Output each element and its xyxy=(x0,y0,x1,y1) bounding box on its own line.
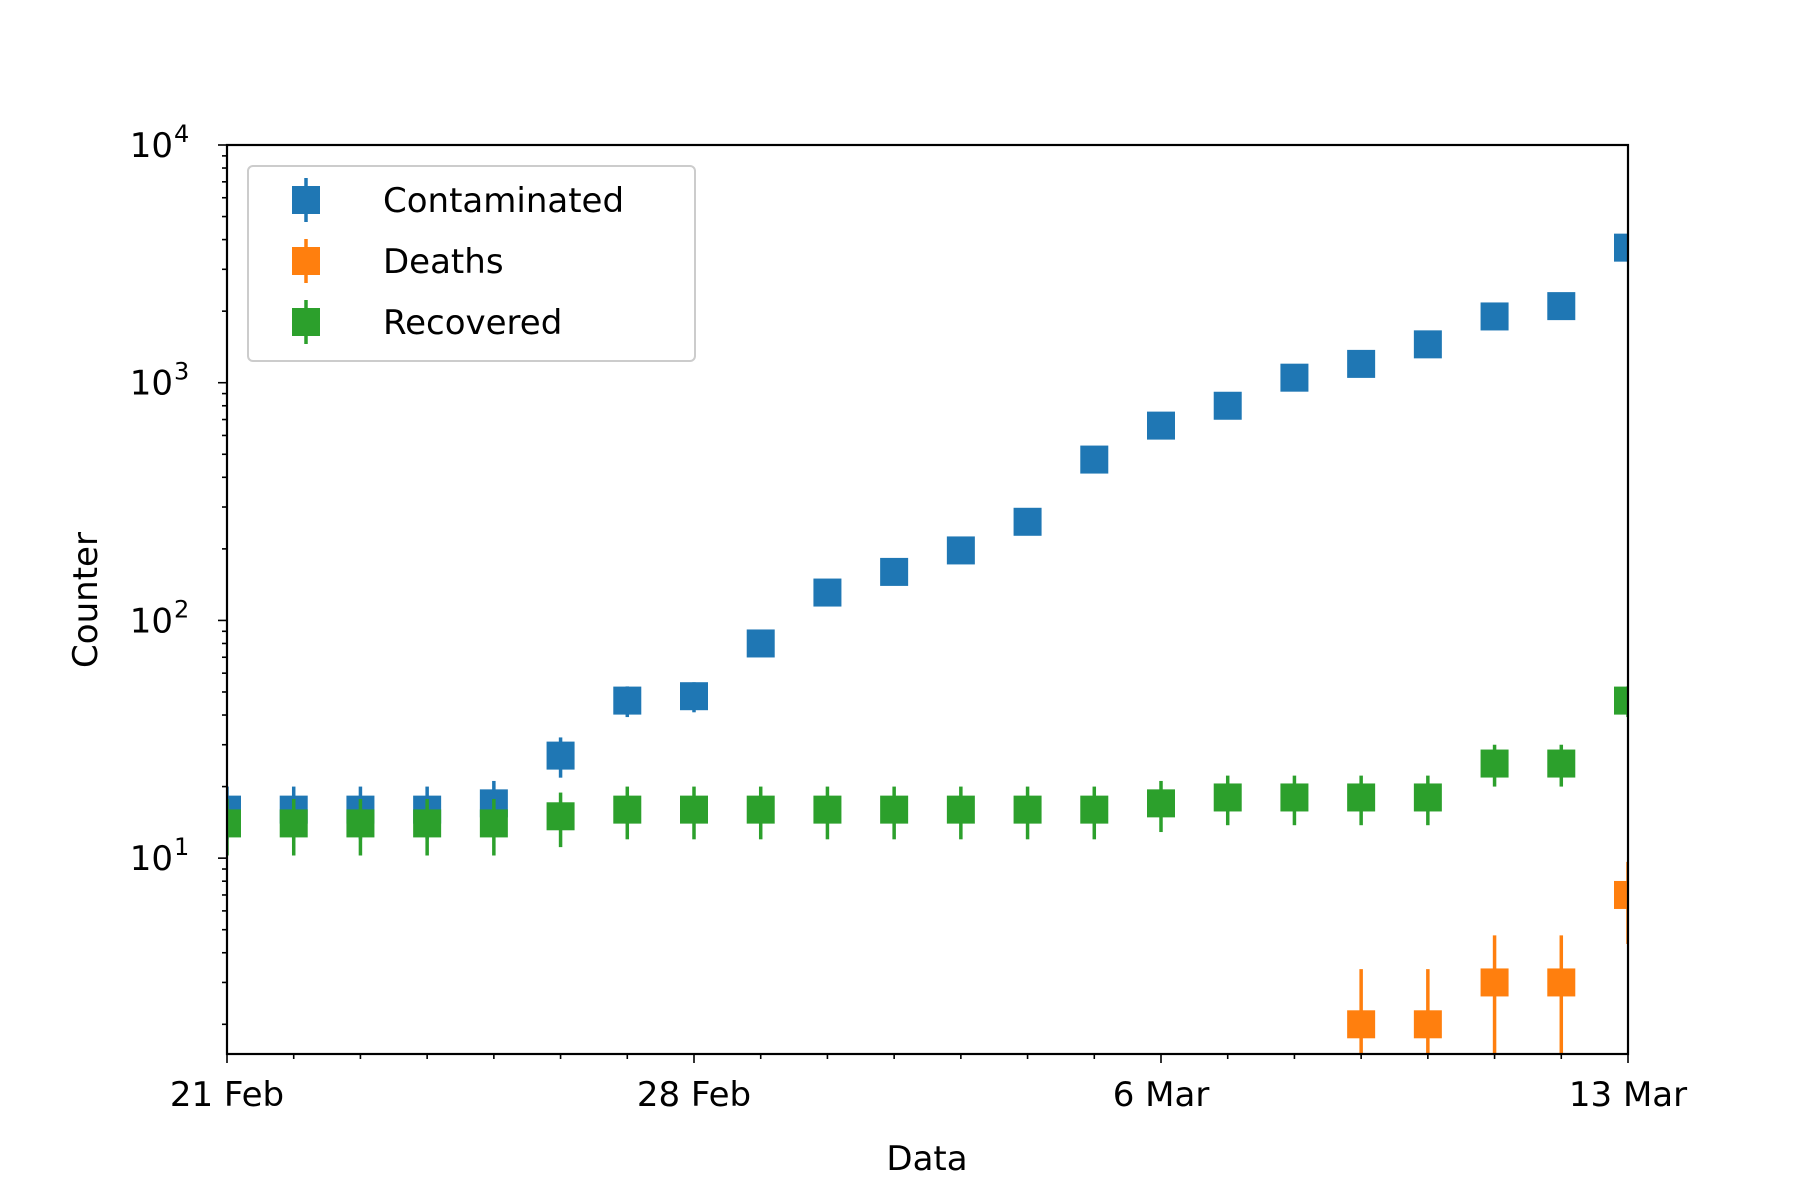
recovered-point xyxy=(880,795,909,824)
y-tick-label: 10 xyxy=(130,839,173,879)
contaminated-point xyxy=(1347,349,1376,378)
x-tick-label: 28 Feb xyxy=(637,1075,751,1115)
recovered-point xyxy=(413,809,442,838)
legend-recovered-marker xyxy=(292,308,320,336)
deaths-point xyxy=(1480,968,1509,997)
y-tick-label: 10 xyxy=(130,364,173,404)
y-tick-exponent: 4 xyxy=(174,120,189,148)
recovered-point xyxy=(1614,686,1628,715)
recovered-point xyxy=(613,795,642,824)
y-tick-label: 10 xyxy=(130,601,173,641)
recovered-point xyxy=(227,809,241,838)
contaminated-point xyxy=(1614,233,1628,262)
recovered-point xyxy=(546,802,575,831)
contaminated-point xyxy=(1413,330,1442,359)
recovered-point xyxy=(1213,783,1242,812)
deaths-point xyxy=(1413,1010,1442,1039)
contaminated-point xyxy=(1147,411,1175,440)
y-tick-base: 10 xyxy=(130,839,173,879)
legend: Contaminated Deaths Recovered xyxy=(247,165,696,362)
plot-frame xyxy=(225,143,1630,1056)
y-tick-exponent: 1 xyxy=(174,833,189,861)
recovered-point xyxy=(1013,795,1042,824)
contaminated-point xyxy=(613,686,642,715)
contaminated-point xyxy=(813,578,842,607)
x-tick-label: 13 Mar xyxy=(1569,1075,1687,1115)
contaminated-point xyxy=(1547,292,1576,321)
contaminated-point xyxy=(1480,302,1509,331)
contaminated-point xyxy=(1213,391,1242,420)
recovered-point xyxy=(813,795,842,824)
contaminated-point xyxy=(1280,363,1309,392)
deaths-point xyxy=(1614,880,1628,909)
contaminated-point xyxy=(1080,445,1109,474)
x-tick-label: 21 Feb xyxy=(170,1075,284,1115)
x-tick-label: 6 Mar xyxy=(1113,1075,1210,1115)
recovered-point xyxy=(946,795,975,824)
recovered-point xyxy=(346,809,375,838)
series-recovered xyxy=(227,686,1628,856)
y-tick-base: 10 xyxy=(130,601,173,641)
contaminated-point xyxy=(546,741,575,770)
recovered-point xyxy=(746,795,775,824)
series-deaths xyxy=(1347,861,1628,1054)
legend-contaminated-marker xyxy=(292,186,320,214)
contaminated-point xyxy=(880,557,909,586)
deaths-point xyxy=(1347,1010,1376,1039)
legend-recovered-label: Recovered xyxy=(383,303,562,343)
legend-deaths-marker xyxy=(292,247,320,275)
recovered-point xyxy=(1480,749,1509,778)
y-tick-exponent: 3 xyxy=(174,358,189,386)
recovered-point xyxy=(1413,783,1442,812)
contaminated-point xyxy=(746,629,775,658)
recovered-point xyxy=(1347,783,1376,812)
contaminated-point xyxy=(946,536,975,565)
legend-box xyxy=(247,165,696,362)
legend-contaminated-label: Contaminated xyxy=(383,181,624,221)
contaminated-point xyxy=(680,682,708,711)
y-tick-base: 10 xyxy=(130,126,173,166)
deaths-point xyxy=(1547,968,1576,997)
recovered-point xyxy=(1547,749,1576,778)
data-layer xyxy=(227,233,1628,1054)
recovered-point xyxy=(279,809,308,838)
legend-deaths-label: Deaths xyxy=(383,242,504,282)
recovered-point xyxy=(1280,783,1309,812)
recovered-point xyxy=(479,809,508,838)
y-axis-label: Counter xyxy=(66,532,106,668)
recovered-point xyxy=(1147,789,1175,818)
x-axis-label: Data xyxy=(886,1139,967,1179)
recovered-point xyxy=(1080,795,1109,824)
contaminated-point xyxy=(1013,507,1042,536)
y-tick-base: 10 xyxy=(130,364,173,404)
recovered-point xyxy=(680,795,708,824)
y-tick-exponent: 2 xyxy=(174,595,189,623)
y-tick-label: 10 xyxy=(130,126,173,166)
